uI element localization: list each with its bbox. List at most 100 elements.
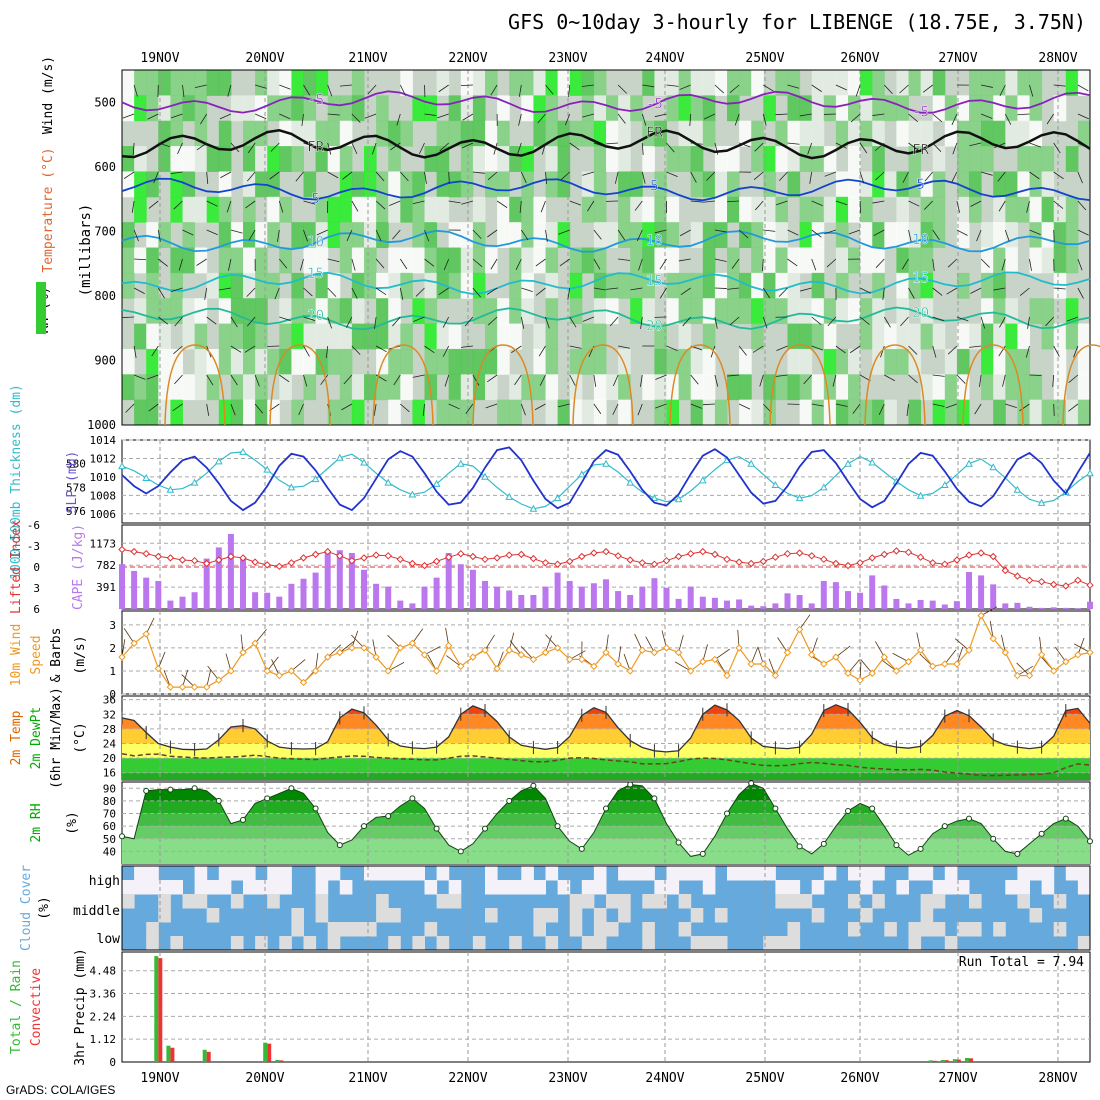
wind-barb: [951, 171, 958, 183]
rh-cell: [1005, 247, 1018, 274]
wind-barb: [738, 403, 751, 410]
thickness-marker: [481, 472, 489, 480]
lifted-index-marker: [215, 556, 223, 564]
wind-barb: [634, 200, 643, 211]
wind-barb: [787, 229, 799, 236]
rh-cell: [981, 247, 994, 274]
rh-cell: [412, 95, 425, 122]
wind-barb: [346, 316, 353, 328]
rh-cell: [206, 70, 220, 96]
wind-barb: [174, 316, 183, 327]
lifted-index-tick-label: -6: [27, 519, 40, 532]
rh-cell: [267, 196, 280, 223]
rh-cell: [823, 323, 837, 350]
rh-cell: [666, 348, 680, 375]
wind-barb: [874, 142, 885, 152]
lifted-index-marker: [638, 559, 647, 567]
cape-bar: [385, 586, 392, 609]
rh-cell: [848, 196, 861, 223]
thickness-marker: [360, 458, 368, 466]
lifted-index-marker: [408, 559, 417, 568]
wind-barb: [514, 374, 522, 386]
cape-bar: [784, 593, 791, 609]
rh-cell: [956, 323, 970, 350]
cape-bar: [1038, 607, 1045, 609]
cloud-cell: [872, 866, 885, 881]
wind-barb: [148, 403, 159, 412]
wind10-barb: [835, 645, 851, 658]
wind-barb: [690, 171, 697, 183]
wind-barb: [824, 229, 837, 235]
wind-barb: [196, 258, 207, 266]
cloud-cell: [267, 880, 280, 895]
thickness-tick-label: 576: [66, 505, 86, 518]
wind-barb: [1053, 142, 1061, 154]
rh-cell: [230, 95, 244, 122]
rh-cell: [545, 70, 559, 96]
wind10-barb: [339, 640, 355, 653]
rh2m-marker: [240, 816, 246, 823]
convective-precip-bar: [944, 1060, 949, 1062]
wind-barb: [1017, 113, 1030, 116]
thickness-marker: [1013, 485, 1022, 493]
rh-cell: [472, 95, 486, 122]
wind-barb: [617, 229, 626, 241]
lifted-index-marker: [1025, 576, 1034, 585]
rh-cell: [509, 298, 522, 325]
rh-cell: [255, 70, 268, 96]
rh-cell: [1017, 120, 1030, 147]
wind-barb: [204, 287, 208, 300]
wind-barb: [1029, 171, 1040, 180]
rh-cell: [557, 70, 571, 96]
rh-cell: [243, 146, 256, 172]
rh-cell: [134, 146, 147, 172]
rh-cell: [642, 120, 655, 147]
wind-barb: [932, 345, 937, 358]
wind-barb: [998, 200, 1006, 212]
rh2m-marker: [772, 805, 779, 812]
rh-cell: [472, 146, 486, 172]
rh-cell: [593, 247, 607, 274]
rh-cell: [884, 222, 897, 248]
rh-cell: [170, 298, 183, 325]
cloud-cell: [291, 908, 304, 923]
cloud-cell: [775, 894, 788, 909]
lifted-index-marker: [880, 550, 889, 559]
rh-cell: [436, 323, 450, 350]
cape-bar: [131, 570, 138, 609]
cloud-cell: [230, 894, 244, 909]
wind-barb: [1077, 287, 1084, 299]
rh-cell: [1005, 120, 1018, 147]
rh-cell: [835, 374, 849, 401]
lifted-index-marker: [130, 547, 138, 556]
rh2m-marker: [119, 833, 125, 840]
wind10-marker: [662, 644, 671, 652]
cape-bar: [506, 590, 513, 609]
cloud-cell: [848, 894, 861, 909]
cloud-cell: [182, 894, 196, 909]
rh2m-marker: [820, 840, 827, 847]
isotherm-label: 20: [646, 318, 663, 334]
cape-bar: [627, 595, 634, 609]
rh-cell: [545, 399, 559, 426]
rh-cell: [1005, 298, 1018, 325]
wind-barb: [247, 142, 256, 154]
rh-cell: [291, 298, 304, 325]
rh-cell: [303, 247, 317, 274]
svg-text:1000~500mb Thickness (dm): 1000~500mb Thickness (dm): [9, 384, 24, 580]
wind-barb: [1077, 84, 1089, 92]
wind-barb: [567, 287, 571, 300]
rh-cell: [1077, 374, 1091, 401]
rh-cell: [545, 348, 559, 375]
page-title: GFS 0~10day 3-hourly for LIBENGE (18.75E…: [508, 10, 1086, 34]
rh-cell: [581, 323, 595, 350]
wind10-marker: [602, 648, 610, 657]
wind-barb: [392, 316, 401, 327]
wind10-barb: [1077, 637, 1085, 655]
wind-barb: [367, 84, 377, 95]
rh-cell: [969, 120, 982, 147]
wind-barb: [375, 258, 385, 269]
rh-cell: [1017, 399, 1030, 426]
wind-barb: [1053, 229, 1055, 243]
rh-cell: [678, 348, 692, 375]
